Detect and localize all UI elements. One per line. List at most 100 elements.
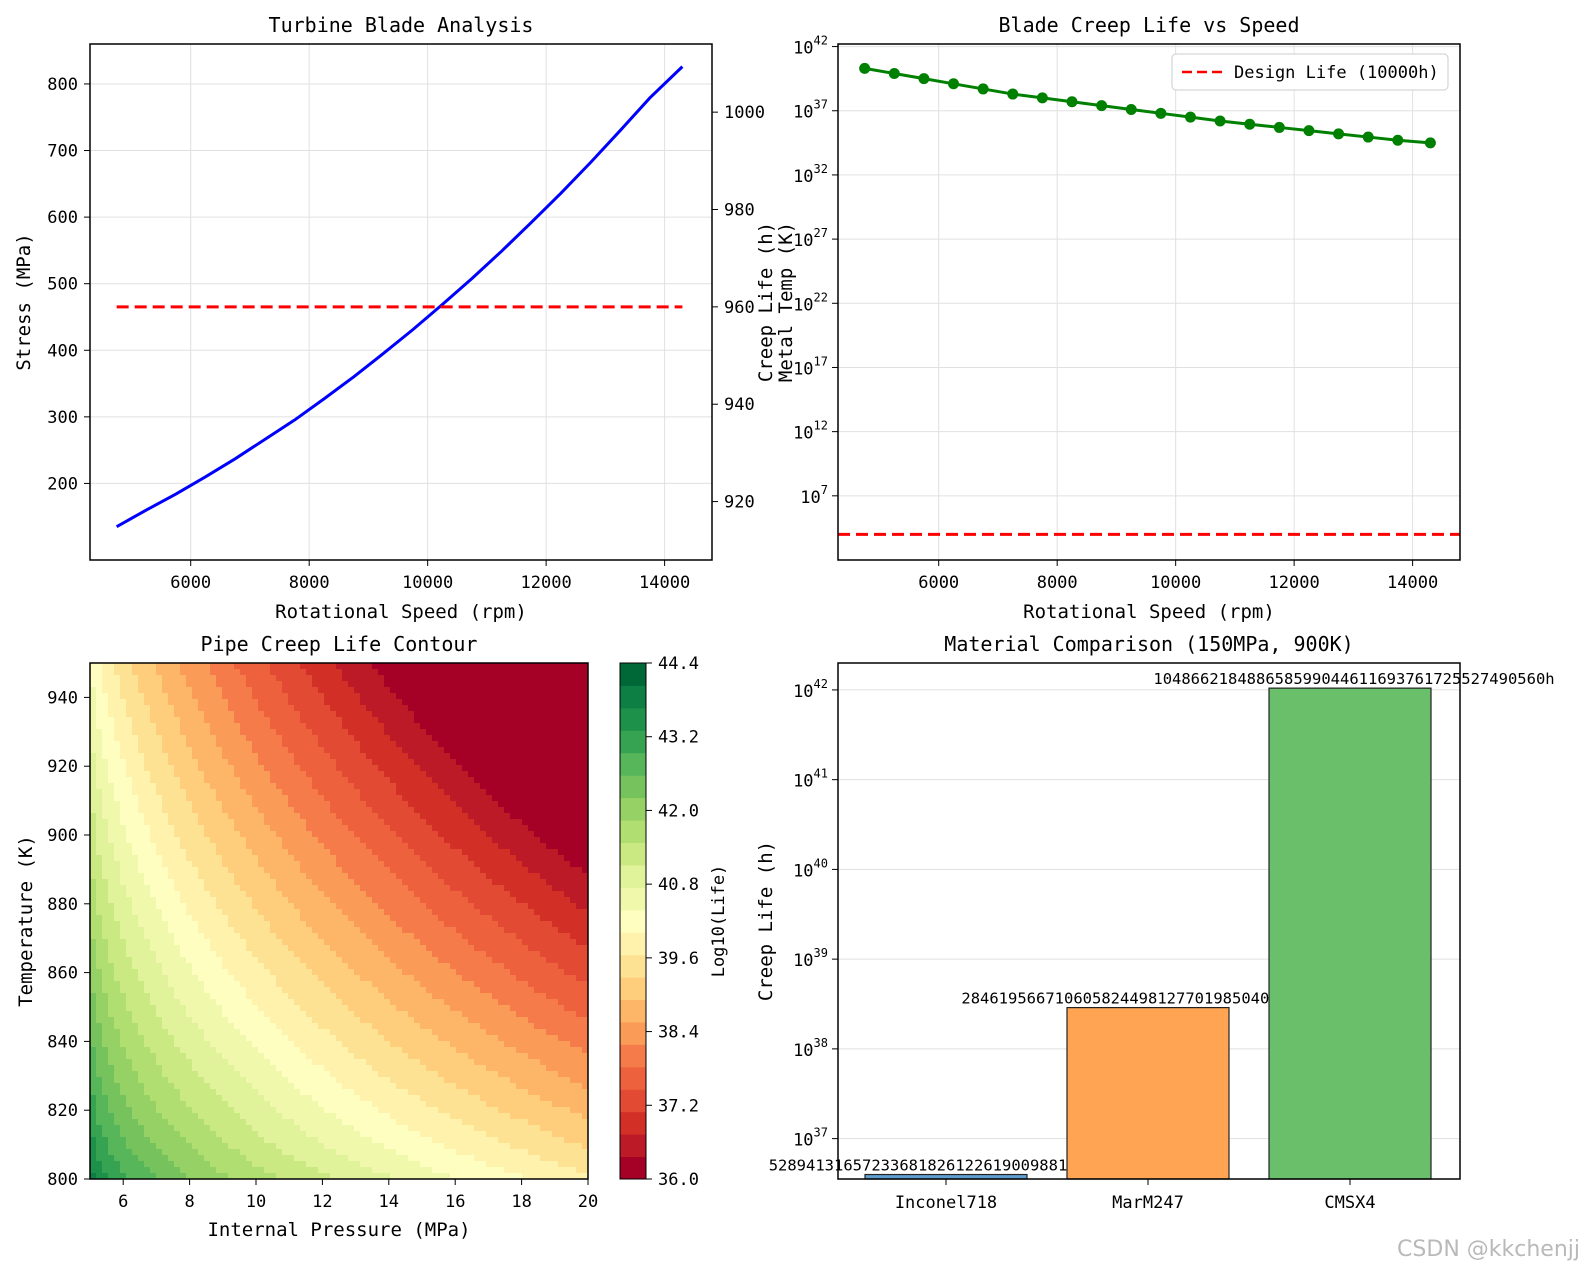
p3-contour-cell <box>384 957 391 964</box>
p3-contour-cell <box>492 957 499 964</box>
p3-contour-cell <box>480 915 487 922</box>
p3-contour-cell <box>342 945 349 952</box>
p3-contour-cell <box>228 681 235 688</box>
p3-contour-cell <box>192 981 199 988</box>
p3-contour-cell <box>510 699 517 706</box>
p3-contour-cell <box>414 741 421 748</box>
p3-contour-cell <box>330 849 337 856</box>
p3-contour-cell <box>282 855 289 862</box>
p3-contour-cell <box>486 969 493 976</box>
p3-contour-cell <box>402 861 409 868</box>
p3-contour-cell <box>186 837 193 844</box>
p3-contour-cell <box>180 831 187 838</box>
p3-contour-cell <box>168 945 175 952</box>
p3-contour-cell <box>258 783 265 790</box>
p3-contour-cell <box>168 747 175 754</box>
p3-contour-cell <box>540 885 547 892</box>
p3-contour-cell <box>570 921 577 928</box>
p3-contour-cell <box>504 837 511 844</box>
p3-contour-cell <box>342 999 349 1006</box>
p3-contour-cell <box>480 909 487 916</box>
p3-contour-cell <box>318 951 325 958</box>
p3-contour-cell <box>474 663 481 670</box>
p3-contour-cell <box>138 681 145 688</box>
p3-contour-cell <box>108 687 115 694</box>
p3-contour-cell <box>486 783 493 790</box>
p3-contour-cell <box>498 693 505 700</box>
p3-contour-cell <box>270 927 277 934</box>
p3-contour-cell <box>234 885 241 892</box>
p3-contour-cell <box>474 921 481 928</box>
p3-contour-cell <box>342 819 349 826</box>
p3-contour-cell <box>282 699 289 706</box>
p3-contour-cell <box>126 969 133 976</box>
p3-contour-cell <box>294 771 301 778</box>
p3-contour-cell <box>558 879 565 886</box>
p3-contour-cell <box>510 723 517 730</box>
p3-contour-cell <box>234 765 241 772</box>
p2-y-tick-label: 1012 <box>793 419 828 444</box>
p3-contour-cell <box>426 897 433 904</box>
p3-contour-cell <box>324 837 331 844</box>
p3-contour-cell <box>498 927 505 934</box>
p3-contour-cell <box>552 927 559 934</box>
p3-contour-cell <box>534 915 541 922</box>
p3-contour-cell <box>126 777 133 784</box>
p3-contour-cell <box>522 885 529 892</box>
p3-contour-cell <box>348 741 355 748</box>
p3-contour-cell <box>156 867 163 874</box>
p3-contour-cell <box>546 981 553 988</box>
p3-contour-cell <box>360 819 367 826</box>
p3-contour-cell <box>108 789 115 796</box>
p3-contour-cell <box>402 921 409 928</box>
p3-contour-cell <box>480 987 487 994</box>
p3-contour-cell <box>318 963 325 970</box>
p3-contour-cell <box>240 675 247 682</box>
p3-contour-cell <box>276 885 283 892</box>
p3-contour-cell <box>474 867 481 874</box>
p3-contour-cell <box>252 969 259 976</box>
p3-contour-cell <box>510 771 517 778</box>
p3-contour-cell <box>360 903 367 910</box>
p3-contour-cell <box>408 813 415 820</box>
p3-contour-cell <box>540 729 547 736</box>
p3-contour-cell <box>456 777 463 784</box>
p3-contour-cell <box>282 963 289 970</box>
p3-contour-cell <box>216 831 223 838</box>
p3-contour-cell <box>330 963 337 970</box>
p3-contour-cell <box>552 765 559 772</box>
p3-contour-cell <box>396 801 403 808</box>
p3-contour-cell <box>228 969 235 976</box>
p3-contour-cell <box>306 759 313 766</box>
p3-contour-cell <box>438 873 445 880</box>
p3-contour-cell <box>168 669 175 676</box>
p3-contour-cell <box>210 681 217 688</box>
p3-contour-cell <box>252 873 259 880</box>
p3-contour-cell <box>468 921 475 928</box>
p3-contour-cell <box>144 867 151 874</box>
p3-contour-cell <box>216 735 223 742</box>
p3-contour-cell <box>468 825 475 832</box>
p3-contour-cell <box>114 957 121 964</box>
p3-contour-cell <box>366 969 373 976</box>
p3-contour-cell <box>216 771 223 778</box>
p3-contour-cell <box>240 723 247 730</box>
p3-contour-cell <box>534 717 541 724</box>
p3-contour-cell <box>144 819 151 826</box>
p3-contour-cell <box>402 669 409 676</box>
p2-creep-marker <box>1155 107 1167 119</box>
p3-contour-cell <box>492 975 499 982</box>
p3-contour-cell <box>402 705 409 712</box>
p3-contour-cell <box>138 717 145 724</box>
p3-contour-cell <box>516 951 523 958</box>
p3-contour-cell <box>450 825 457 832</box>
p3-contour-cell <box>402 927 409 934</box>
p3-contour-cell <box>444 801 451 808</box>
p3-contour-cell <box>564 705 571 712</box>
p3-contour-cell <box>282 879 289 886</box>
p3-contour-cell <box>252 675 259 682</box>
p3-contour-cell <box>90 765 97 772</box>
p3-contour-cell <box>360 813 367 820</box>
p2-creep-marker <box>1244 118 1256 130</box>
p3-contour-cell <box>138 903 145 910</box>
